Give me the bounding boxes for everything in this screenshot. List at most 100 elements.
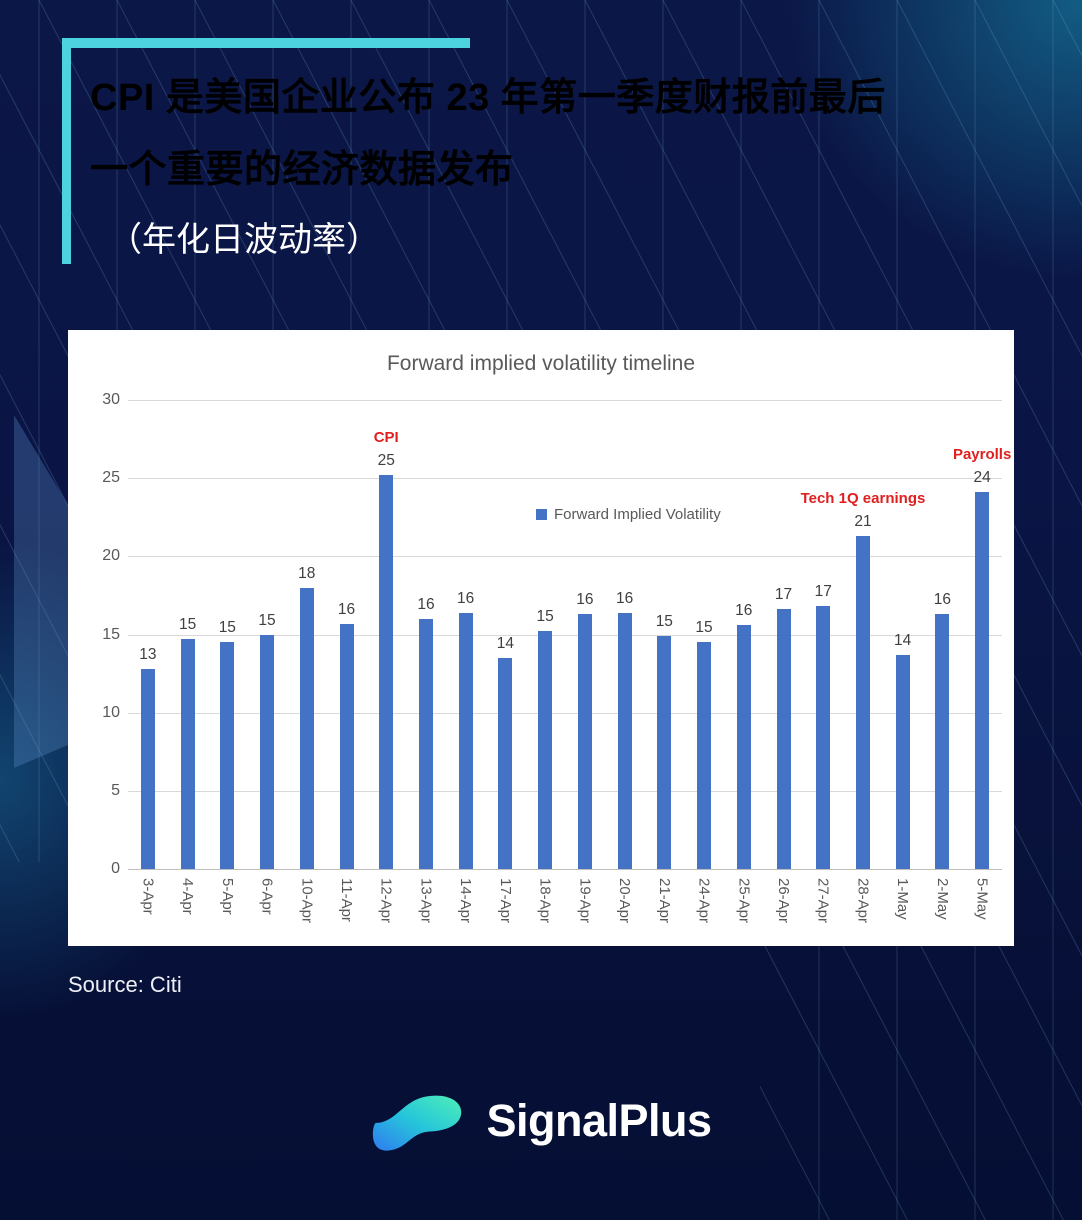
x-tick-label: 27-Apr: [814, 878, 832, 924]
gridline: [128, 478, 1002, 480]
x-tick-label: 21-Apr: [655, 878, 673, 924]
bar-value-label: 15: [536, 608, 554, 626]
accent-frame-left: [62, 38, 71, 264]
bar-value-label: 16: [576, 591, 594, 609]
bar-value-label: 15: [218, 619, 236, 637]
bar-value-label: 16: [417, 595, 435, 613]
bar: [379, 475, 394, 869]
bar: [935, 614, 950, 869]
bar-value-label: 14: [496, 634, 515, 652]
gridline: [128, 790, 1002, 792]
bar-value-label: 21: [854, 513, 872, 530]
x-tick-label: 19-Apr: [576, 878, 594, 924]
chart-panel: Forward implied volatility timeline Forw…: [68, 330, 1014, 946]
bar: [299, 587, 314, 869]
event-annotation: CPI: [373, 429, 399, 447]
x-tick-label: 26-Apr: [775, 878, 792, 924]
bar-value-label: 18: [298, 564, 316, 582]
x-tick-label: 12-Apr: [377, 878, 395, 924]
headline-line2: 一个重要的经济数据发布: [90, 149, 514, 191]
brand-name: SignalPlus: [486, 1095, 712, 1146]
y-tick-label: 25: [102, 469, 120, 487]
bar: [975, 492, 990, 869]
y-tick-label: 30: [102, 391, 120, 408]
bar: [339, 623, 354, 869]
bar: [458, 612, 473, 869]
bar-value-label: 16: [735, 602, 753, 620]
event-annotation: Payrolls: [952, 446, 1012, 464]
bar: [260, 634, 275, 869]
x-axis-line: [128, 869, 1002, 870]
bar: [498, 657, 513, 869]
brand-footer: SignalPlus: [0, 1086, 1082, 1156]
gridline: [128, 712, 1002, 714]
legend-label: Forward Implied Volatility: [554, 506, 721, 523]
x-tick-label: 1-May: [894, 878, 912, 920]
y-tick-label: 15: [102, 625, 120, 643]
x-tick-label: 20-Apr: [616, 878, 634, 924]
bar-value-label: 15: [695, 619, 713, 637]
x-tick-label: 24-Apr: [695, 878, 713, 924]
bar: [140, 668, 155, 869]
bar: [697, 642, 712, 869]
bar-value-label: 24: [973, 469, 991, 487]
bar: [816, 606, 831, 869]
bar-value-label: 13: [139, 645, 157, 663]
chart-title: Forward implied volatility timeline: [386, 352, 696, 375]
event-annotation: Tech 1Q earnings: [800, 490, 926, 507]
bar-value-label: 16: [933, 591, 952, 609]
accent-frame-top: [62, 38, 470, 48]
bar-value-label: 17: [774, 586, 793, 604]
left-edge-shape: [14, 415, 68, 768]
x-tick-label: 14-Apr: [457, 878, 475, 924]
x-tick-label: 5-May: [973, 878, 991, 920]
x-tick-label: 4-Apr: [179, 878, 197, 915]
y-tick-label: 5: [111, 781, 120, 799]
x-tick-label: 28-Apr: [854, 878, 872, 924]
x-tick-label: 18-Apr: [536, 878, 554, 924]
bar: [418, 618, 433, 869]
x-tick-label: 13-Apr: [417, 878, 435, 924]
legend-swatch-icon: [536, 509, 547, 520]
bar: [657, 636, 672, 869]
bar: [736, 625, 751, 869]
bar-value-label: 16: [457, 589, 475, 607]
bar-value-label: 16: [615, 589, 634, 607]
bar-value-label: 15: [178, 616, 197, 634]
gridline: [128, 400, 1002, 401]
x-tick-label: 11-Apr: [338, 878, 355, 922]
bar: [895, 654, 910, 869]
source-attribution: Source: Citi: [68, 972, 182, 997]
x-tick-label: 10-Apr: [298, 878, 316, 924]
bar: [855, 536, 870, 869]
x-tick-label: 5-Apr: [218, 878, 236, 915]
bar-value-label: 15: [655, 613, 673, 631]
signalplus-logo-icon: [373, 1095, 462, 1151]
bar: [538, 631, 553, 869]
bar-value-label: 16: [337, 600, 356, 618]
x-tick-label: 2-May: [933, 878, 951, 920]
headline-subtitle: （年化日波动率）: [108, 221, 380, 259]
bar-value-label: 15: [258, 611, 276, 629]
gridline: [128, 634, 1002, 636]
x-tick-label: 17-Apr: [496, 878, 514, 924]
bar: [617, 612, 632, 869]
x-tick-label: 6-Apr: [258, 878, 276, 915]
y-tick-label: 0: [111, 860, 120, 877]
bar: [220, 642, 235, 869]
gridline: [128, 556, 1002, 558]
bar: [180, 639, 195, 869]
x-tick-label: 3-Apr: [139, 878, 157, 915]
bar-value-label: 17: [814, 583, 832, 601]
y-tick-label: 10: [102, 703, 120, 721]
bar-value-label: 14: [894, 631, 912, 649]
bar: [577, 614, 592, 869]
headline-line1: CPI 是美国企业公布 23 年第一季度财报前最后: [90, 77, 886, 119]
x-tick-label: 25-Apr: [735, 878, 753, 924]
chart-legend: Forward Implied Volatility: [536, 506, 721, 523]
volatility-bar-chart: Forward Implied Volatility 0 5 10 15 20 25 30 1…: [68, 330, 1014, 946]
bar-value-label: 25: [377, 452, 395, 470]
y-tick-label: 20: [102, 547, 120, 565]
bar: [776, 609, 791, 869]
